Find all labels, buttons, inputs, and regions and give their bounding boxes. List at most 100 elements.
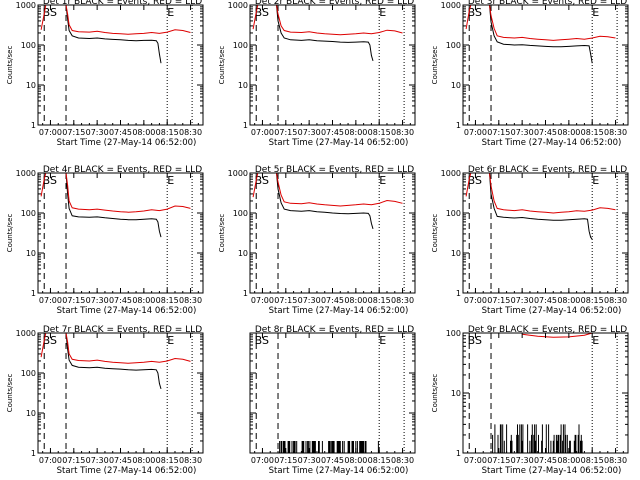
events-series [489, 173, 593, 240]
y-axis-label: Counts/sec [6, 214, 14, 253]
x-tick-label: 08:00 [132, 456, 155, 465]
x-axis-label: Start Time (27-May-14 06:52:00) [57, 306, 197, 316]
x-tick-label: 08:00 [344, 456, 367, 465]
x-tick-label: 08:15 [368, 128, 391, 137]
lld-series [40, 333, 191, 364]
y-tick-label: 100 [233, 41, 248, 50]
y-tick-label: 10 [26, 409, 36, 418]
y-tick-label: 100 [233, 209, 248, 218]
series-group [40, 333, 191, 390]
y-tick-label: 1 [456, 449, 461, 458]
x-tick-label: 07:30 [511, 296, 534, 305]
plot-frame [462, 172, 629, 294]
x-tick-label: 07:30 [298, 456, 321, 465]
x-tick-label: 08:15 [581, 456, 604, 465]
x-tick-label: 08:15 [156, 128, 179, 137]
x-tick-label: 07:45 [321, 128, 344, 137]
x-tick-label: 07:15 [487, 296, 510, 305]
x-tick-label: 07:15 [274, 128, 297, 137]
y-tick-label: 10 [238, 249, 248, 258]
x-tick-label: 08:00 [557, 296, 580, 305]
y-tick-label: 1 [31, 289, 36, 298]
y-tick-label: 100 [446, 41, 461, 50]
events-series [65, 5, 162, 64]
events-series [276, 173, 374, 230]
x-axis-label: Start Time (27-May-14 06:52:00) [482, 138, 622, 148]
x-tick-label: 08:30 [391, 456, 414, 465]
x-tick-label: 07:45 [109, 296, 132, 305]
marker-label-bs: BS [43, 334, 57, 347]
marker-label-e: E [167, 174, 174, 187]
plot-frame [249, 172, 416, 294]
x-tick-label: 07:15 [487, 456, 510, 465]
events-series [279, 441, 379, 453]
y-tick-label: 1000 [16, 169, 36, 178]
x-tick-label: 07:00 [251, 128, 274, 137]
marker-label-bs: BS [468, 174, 482, 187]
series-group [279, 441, 379, 453]
x-tick-label: 07:00 [251, 296, 274, 305]
y-tick-label: 1 [243, 289, 248, 298]
panel-title: Det 9r BLACK = Events, RED = LLD [468, 325, 627, 335]
marker-label-e: E [592, 174, 599, 187]
x-tick-label: 07:15 [62, 296, 85, 305]
series-group [40, 5, 191, 64]
marker-label-e: E [167, 334, 174, 347]
plot-frame [462, 4, 629, 126]
x-tick-label: 07:30 [511, 128, 534, 137]
marker-label-e: E [592, 6, 599, 19]
marker-label-bs: BS [255, 174, 269, 187]
y-axis-label: Counts/sec [431, 214, 439, 253]
x-axis-label: Start Time (27-May-14 06:52:00) [269, 138, 409, 148]
events-series [276, 5, 374, 62]
x-tick-label: 08:30 [179, 296, 202, 305]
x-tick-label: 08:00 [557, 456, 580, 465]
x-tick-label: 07:45 [534, 128, 557, 137]
x-tick-label: 08:30 [604, 456, 627, 465]
y-tick-label: 10 [26, 249, 36, 258]
x-axis-label: Start Time (27-May-14 06:52:00) [57, 138, 197, 148]
y-tick-label: 1000 [441, 169, 461, 178]
series-group [252, 173, 403, 230]
x-tick-label: 07:15 [62, 456, 85, 465]
x-tick-label: 07:00 [39, 456, 62, 465]
x-axis-label: Start Time (27-May-14 06:52:00) [57, 466, 197, 476]
x-axis-label: Start Time (27-May-14 06:52:00) [269, 306, 409, 316]
x-tick-label: 08:15 [581, 128, 604, 137]
y-axis-label: Counts/sec [218, 214, 226, 253]
x-tick-label: 08:30 [604, 296, 627, 305]
plot-frame [249, 4, 416, 126]
x-tick-label: 07:30 [511, 456, 534, 465]
x-tick-label: 07:30 [86, 128, 109, 137]
panel-title: Det 2r BLACK = Events, RED = LLD [255, 0, 414, 7]
plot-frame [37, 4, 204, 126]
y-tick-label: 1000 [228, 1, 248, 10]
x-tick-label: 08:15 [581, 296, 604, 305]
x-tick-label: 07:45 [321, 296, 344, 305]
marker-label-bs: BS [468, 334, 482, 347]
y-tick-label: 1 [456, 289, 461, 298]
y-tick-label: 100 [446, 329, 461, 338]
lld-series [252, 5, 403, 36]
y-tick-label: 100 [446, 209, 461, 218]
y-tick-label: 10 [238, 81, 248, 90]
y-tick-label: 1000 [16, 1, 36, 10]
x-tick-label: 08:30 [604, 128, 627, 137]
x-axis-label: Start Time (27-May-14 06:52:00) [482, 306, 622, 316]
x-tick-label: 08:30 [391, 128, 414, 137]
marker-label-bs: BS [468, 6, 482, 19]
x-tick-label: 07:30 [86, 456, 109, 465]
marker-label-bs: BS [43, 174, 57, 187]
panel-title: Det 1r BLACK = Events, RED = LLD [43, 0, 202, 7]
x-tick-label: 08:30 [179, 128, 202, 137]
x-tick-label: 07:00 [464, 128, 487, 137]
x-tick-label: 07:15 [274, 456, 297, 465]
lld-series [522, 333, 595, 338]
